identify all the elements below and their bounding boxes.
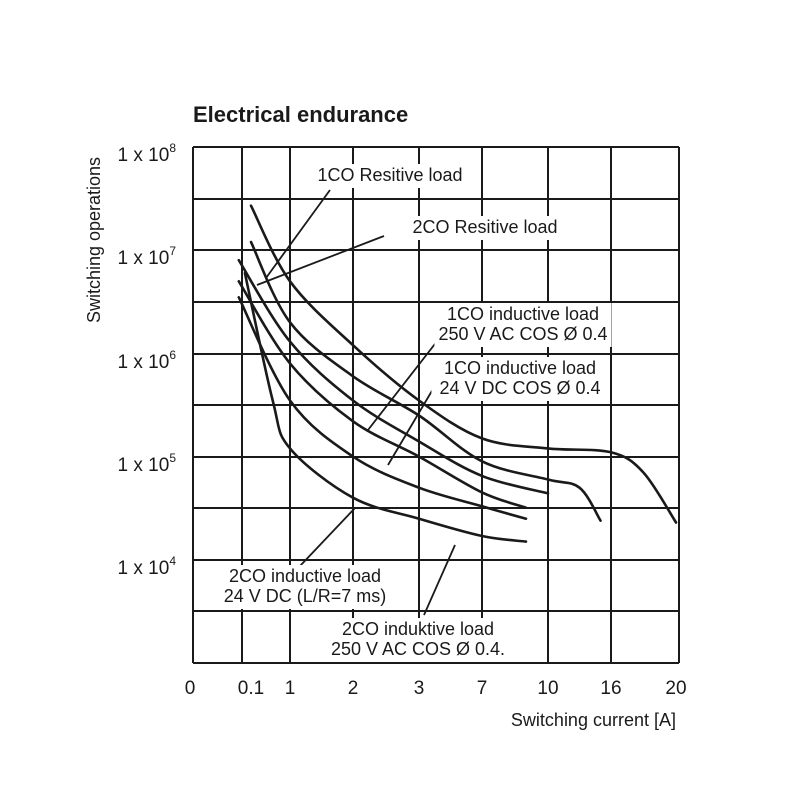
annotation-backdrop <box>324 618 512 662</box>
y-tick-label: 1 x 107 <box>118 244 177 269</box>
annotation-1co-resistive: 1CO Resitive load <box>317 165 462 185</box>
annotation-1co-inductive-250vac: 1CO inductive load 250 V AC COS Ø 0.4 <box>438 304 607 344</box>
annotation-backdrop <box>216 565 394 609</box>
leader-line <box>256 235 385 286</box>
x-tick-label: 3 <box>414 678 425 699</box>
curve-2co-resistive <box>249 240 602 522</box>
curve-2co-inductive-24vdc <box>237 296 528 520</box>
x-tick-label: 20 <box>665 678 686 699</box>
annotation-1co-inductive-24vdc: 1CO inductive load 24 V DC COS Ø 0.4 <box>439 358 600 398</box>
annotation-backdrop <box>431 357 609 401</box>
annotation-backdrop <box>401 216 569 240</box>
chart-title: Electrical endurance <box>193 102 408 127</box>
x-tick-label: 10 <box>537 678 558 699</box>
x-tick-label: 1 <box>285 678 296 699</box>
x-tick-label: 7 <box>477 678 488 699</box>
leader-line <box>265 189 331 279</box>
endurance-curves <box>237 204 678 543</box>
curve-1co-resistive <box>249 204 678 524</box>
curve-1co-inductive-24vdc <box>237 280 528 509</box>
annotation-2co-resistive: 2CO Resitive load <box>412 217 557 237</box>
x-tick-label: 2 <box>348 678 359 699</box>
y-tick-labels: 1 x 108 1 x 107 1 x 106 1 x 105 1 x 104 <box>118 141 177 579</box>
curve-2co-inductive-250vac <box>243 271 528 543</box>
y-tick-label: 1 x 105 <box>118 451 177 476</box>
annotation-2co-inductive-24vdc: 2CO inductive load 24 V DC (L/R=7 ms) <box>224 566 387 606</box>
curve-annotations: 1CO Resitive load 2CO Resitive load 1CO in… <box>216 164 612 662</box>
curve-1co-inductive-250vac <box>237 258 550 495</box>
x-tick-label: 0.1 <box>238 678 264 699</box>
y-axis-label: Switching operations <box>84 157 104 323</box>
y-tick-label: 1 x 104 <box>118 554 177 579</box>
annotation-backdrop <box>306 164 474 188</box>
leader-line <box>299 507 356 567</box>
y-tick-label: 1 x 106 <box>118 348 177 373</box>
x-axis-label: Switching current [A] <box>511 710 676 730</box>
x-tick-labels: 0 0.1 1 2 3 7 10 16 20 <box>185 678 687 699</box>
annotation-backdrop <box>434 303 612 347</box>
y-tick-label: 1 x 108 <box>118 141 177 166</box>
annotation-leaders <box>256 189 456 616</box>
x-tick-label: 16 <box>600 678 621 699</box>
leader-line <box>423 544 456 616</box>
leader-line <box>387 383 437 466</box>
x-tick-label: 0 <box>185 678 196 699</box>
annotation-2co-inductive-250vac: 2CO induktive load 250 V AC COS Ø 0.4. <box>331 619 505 659</box>
